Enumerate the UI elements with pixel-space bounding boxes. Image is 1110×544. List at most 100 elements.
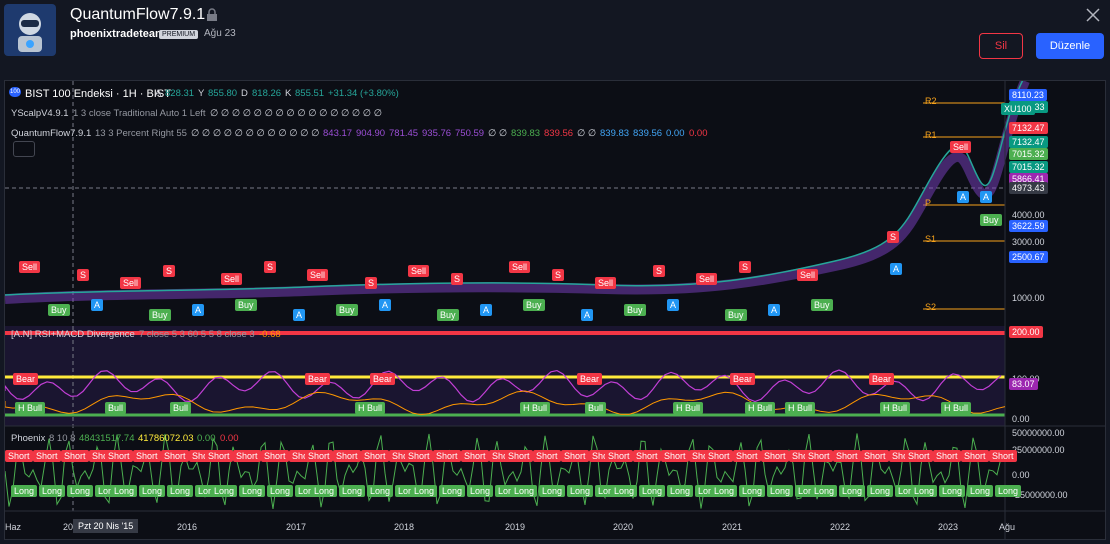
long-label: Long (39, 485, 66, 497)
short-label: Short (233, 450, 261, 462)
pane-params: 8 10 8 (49, 433, 76, 444)
lock-icon (207, 8, 217, 21)
close-button[interactable] (1086, 8, 1100, 22)
author[interactable]: phoenixtradeteam (70, 28, 165, 40)
long-label: Long (439, 485, 466, 497)
rsi-axis-label: 83.07 (1009, 378, 1038, 390)
short-label: Short (733, 450, 761, 462)
band (5, 81, 1030, 304)
short-label: Short (661, 450, 689, 462)
short-label: Short (133, 450, 161, 462)
high-label: Y (198, 88, 205, 99)
long-label: Long (411, 485, 438, 497)
time-label: 2017 (286, 522, 307, 532)
long-label: Long (239, 485, 266, 497)
signal-sell: Sell (797, 269, 819, 281)
short-label: Short (433, 450, 461, 462)
short-label: Short (533, 450, 561, 462)
signal-sell: Sell (19, 261, 41, 273)
pane-value: 0.00 (220, 433, 239, 444)
low: 818.26 (252, 88, 282, 99)
time-label: 2022 (830, 522, 851, 532)
h_bull-label: H Bull (745, 402, 776, 414)
pivot-lines (923, 102, 1005, 310)
delete-button[interactable]: Sil (979, 33, 1023, 59)
price-label: 4000.00 (1012, 210, 1045, 220)
rsi-axis-label: 0.00 (1012, 414, 1030, 424)
bull-label: Bull (105, 402, 127, 414)
indicator-name: YScalpV4.9.1 (11, 108, 69, 119)
long-label: Long (211, 485, 238, 497)
indicator-value: 839.83 (600, 128, 630, 139)
pivot-label: R2 (925, 96, 937, 106)
signal-buy: Buy (48, 304, 70, 316)
short-label: Short (705, 450, 733, 462)
signal-buy: Buy (725, 309, 747, 321)
signal-sell: Sell (120, 277, 142, 289)
short-label: Short (61, 450, 89, 462)
signal-a: A (667, 299, 680, 311)
long-label: Long (139, 485, 166, 497)
signal-a: A (980, 191, 993, 203)
phoenix-axis-label: 25000000.00 (1012, 445, 1065, 455)
signal-buy: Buy (149, 309, 171, 321)
indicator-value: 839.56 (544, 128, 574, 139)
signal-buy: Buy (235, 299, 257, 311)
pivot-label: S1 (925, 234, 937, 244)
signal-a: A (768, 304, 781, 316)
edit-button[interactable]: Düzenle (1036, 33, 1104, 59)
long-label: Long (711, 485, 738, 497)
indicator-params: 13 3 Percent Right 55 (95, 128, 187, 139)
long-label: Long (339, 485, 366, 497)
phoenix-line (5, 433, 1006, 509)
h_bull-label: H Bull (15, 402, 46, 414)
signal-buy: Buy (336, 304, 358, 316)
long-label: Long (667, 485, 694, 497)
indicator-value: 781.45 (389, 128, 419, 139)
time-label: 2018 (394, 522, 415, 532)
pane-value: 48431517.74 (79, 433, 135, 444)
signal-a: A (192, 304, 205, 316)
indicator-value: 0.00 (666, 128, 685, 139)
time-label: 2021 (722, 522, 743, 532)
short-label: Short (961, 450, 989, 462)
signal-s: S (264, 261, 277, 273)
indicator-value: 750.59 (455, 128, 485, 139)
long-label: Long (167, 485, 194, 497)
bull-label: Bull (170, 402, 192, 414)
h_bull-label: H Bull (941, 402, 972, 414)
signal-a: A (581, 309, 594, 321)
signal-a: A (957, 191, 970, 203)
bear-label: Bear (869, 373, 895, 385)
indicator-value: ∅ ∅ (577, 128, 597, 139)
short-label: Short (305, 450, 333, 462)
indicator-value: 843.17 (323, 128, 353, 139)
indicator-name: QuantumFlow7.9.1 (11, 128, 92, 139)
long-label: Long (267, 485, 294, 497)
long-label: Long (511, 485, 538, 497)
short-label: Short (989, 450, 1017, 462)
signal-sell: Sell (509, 261, 531, 273)
signal-a: A (890, 263, 903, 275)
bull-label: Bull (585, 402, 607, 414)
short-label: Short (161, 450, 189, 462)
h_bull-label: H Bull (355, 402, 386, 414)
collapse-button[interactable] (13, 141, 35, 157)
signal-sell: Sell (307, 269, 329, 281)
title: QuantumFlow7.9.1 (70, 6, 206, 23)
short-label: Short (605, 450, 633, 462)
long-label: Long (11, 485, 38, 497)
time-label: 20 (63, 522, 74, 532)
long-label: Long (611, 485, 638, 497)
macd-line (5, 390, 1006, 416)
signal-sell: Sell (696, 273, 718, 285)
signal-sell: Sell (408, 265, 430, 277)
signal-s: S (365, 277, 378, 289)
h_bull-label: H Bull (520, 402, 551, 414)
long-label: Long (911, 485, 938, 497)
h_bull-label: H Bull (673, 402, 704, 414)
pivot-label: S2 (925, 302, 937, 312)
open: 828.31 (165, 88, 195, 99)
short-label: Short (833, 450, 861, 462)
